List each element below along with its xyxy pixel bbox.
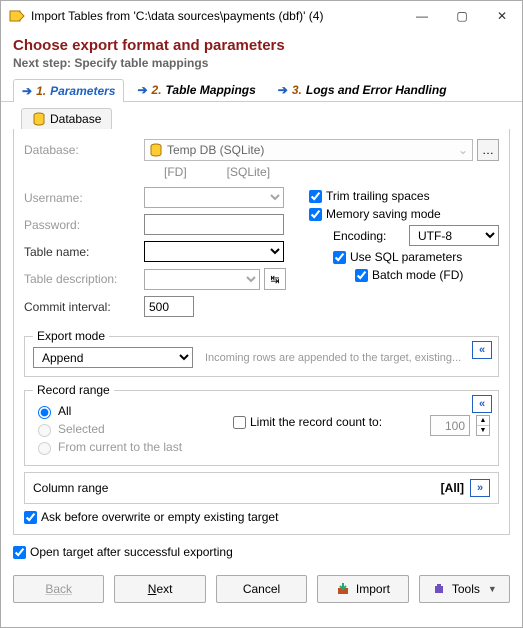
database-browse-button[interactable]: … xyxy=(477,139,499,161)
tab-table-mappings[interactable]: ➔ 2. Table Mappings xyxy=(128,78,264,101)
subtab-database[interactable]: Database xyxy=(21,108,112,129)
batchmode-label: Batch mode (FD) xyxy=(372,268,463,282)
close-button[interactable]: ✕ xyxy=(482,1,522,31)
export-collapse-button[interactable]: « xyxy=(472,341,492,359)
window-title: Import Tables from 'C:\data sources\paym… xyxy=(31,9,402,23)
range-selected-label: Selected xyxy=(58,422,105,436)
database-select[interactable]: Temp DB (SQLite) ⌄ xyxy=(144,139,473,161)
subtab-label: Database xyxy=(50,112,101,126)
range-collapse-button[interactable]: « xyxy=(472,395,492,413)
ask-before-checkbox[interactable]: Ask before overwrite or empty existing t… xyxy=(24,510,499,524)
tabledesc-select[interactable] xyxy=(144,269,260,290)
range-all-label: All xyxy=(58,404,71,418)
hint-sqlite: [SQLite] xyxy=(227,165,270,179)
tab-label: Logs and Error Handling xyxy=(306,83,447,97)
export-mode-hint: Incoming rows are appended to the target… xyxy=(199,352,461,364)
arrow-icon: ➔ xyxy=(137,83,147,97)
page-title: Choose export format and parameters xyxy=(13,37,510,54)
tools-icon xyxy=(432,582,446,596)
tab-label: Table Mappings xyxy=(166,83,256,97)
column-range-row: Column range [All] » xyxy=(24,472,499,504)
username-input[interactable] xyxy=(144,187,284,208)
record-range-legend: Record range xyxy=(33,383,114,397)
database-value: Temp DB (SQLite) xyxy=(167,143,264,157)
limit-label: Limit the record count to: xyxy=(250,415,382,429)
export-mode-legend: Export mode xyxy=(33,329,109,343)
export-mode-select[interactable]: Append xyxy=(33,347,193,368)
sqlparams-checkbox[interactable]: Use SQL parameters xyxy=(309,250,499,264)
titlebar: Import Tables from 'C:\data sources\paym… xyxy=(1,1,522,31)
database-hints: [FD] [SQLite] xyxy=(24,165,499,179)
memsave-label: Memory saving mode xyxy=(326,207,441,221)
arrow-icon: ➔ xyxy=(278,83,288,97)
tab-label: Parameters xyxy=(50,84,115,98)
database-icon xyxy=(149,143,163,157)
chevron-down-icon: ⌄ xyxy=(458,143,468,157)
arrow-icon: ➔ xyxy=(22,84,32,98)
import-button[interactable]: Import xyxy=(317,575,408,603)
wizard-tabs: ➔ 1. Parameters ➔ 2. Table Mappings ➔ 3.… xyxy=(1,74,522,102)
import-icon xyxy=(336,582,350,596)
app-icon xyxy=(9,8,25,24)
hint-fd: [FD] xyxy=(164,165,187,179)
import-label: Import xyxy=(356,582,390,596)
limit-input[interactable] xyxy=(430,415,470,436)
minimize-button[interactable]: — xyxy=(402,1,442,31)
sqlparams-label: Use SQL parameters xyxy=(350,250,462,264)
memsave-checkbox[interactable]: Memory saving mode xyxy=(309,207,499,221)
chevron-down-icon: ▼ xyxy=(488,584,497,594)
column-range-expand-button[interactable]: » xyxy=(470,479,490,497)
tablename-select[interactable] xyxy=(144,241,284,262)
next-step-hint: Next step: Specify table mappings xyxy=(13,56,510,70)
open-after-label: Open target after successful exporting xyxy=(30,545,233,559)
encoding-select[interactable]: UTF-8 xyxy=(409,225,499,246)
tab-ordinal: 2. xyxy=(152,83,162,97)
batchmode-checkbox[interactable]: Batch mode (FD) xyxy=(309,268,499,282)
cancel-button[interactable]: Cancel xyxy=(216,575,307,603)
tools-button[interactable]: Tools ▼ xyxy=(419,575,510,603)
maximize-button[interactable]: ▢ xyxy=(442,1,482,31)
parameters-pane: Database: Temp DB (SQLite) ⌄ … [FD] [SQL… xyxy=(13,129,510,535)
database-icon xyxy=(32,112,46,126)
tab-ordinal: 3. xyxy=(292,83,302,97)
record-range-group: Record range « All Selected From current… xyxy=(24,383,499,466)
tabledesc-label: Table description: xyxy=(24,272,144,286)
range-all-radio[interactable]: All xyxy=(33,403,233,419)
trim-label: Trim trailing spaces xyxy=(326,189,430,203)
open-after-checkbox[interactable]: Open target after successful exporting xyxy=(13,545,510,559)
commit-label: Commit interval: xyxy=(24,300,144,314)
tab-parameters[interactable]: ➔ 1. Parameters xyxy=(13,79,124,102)
range-current-label: From current to the last xyxy=(58,440,182,454)
encoding-label: Encoding: xyxy=(333,229,399,243)
trim-checkbox[interactable]: Trim trailing spaces xyxy=(309,189,499,203)
limit-checkbox[interactable]: Limit the record count to: xyxy=(233,415,382,429)
tablename-label: Table name: xyxy=(24,245,144,259)
back-button[interactable]: Back xyxy=(13,575,104,603)
tools-label: Tools xyxy=(452,582,480,596)
export-mode-group: Export mode « Append Incoming rows are a… xyxy=(24,329,499,377)
password-input[interactable] xyxy=(144,214,284,235)
column-range-value: [All] xyxy=(441,481,464,495)
commit-input[interactable] xyxy=(144,296,194,317)
next-button[interactable]: Next xyxy=(114,575,205,603)
tab-logs[interactable]: ➔ 3. Logs and Error Handling xyxy=(269,78,456,101)
password-label: Password: xyxy=(24,218,144,232)
button-bar: Back Next Cancel Import Tools ▼ xyxy=(1,567,522,613)
limit-spinner[interactable]: ▲▼ xyxy=(476,415,490,436)
tabledesc-toggle-button[interactable]: ↹ xyxy=(264,268,286,290)
tab-ordinal: 1. xyxy=(36,84,46,98)
header: Choose export format and parameters Next… xyxy=(1,31,522,74)
range-current-radio[interactable]: From current to the last xyxy=(33,439,233,455)
database-label: Database: xyxy=(24,143,144,157)
ask-before-label: Ask before overwrite or empty existing t… xyxy=(41,510,278,524)
range-selected-radio[interactable]: Selected xyxy=(33,421,233,437)
subtabs: Database xyxy=(1,102,522,129)
username-label: Username: xyxy=(24,191,144,205)
column-range-label: Column range xyxy=(33,481,108,495)
